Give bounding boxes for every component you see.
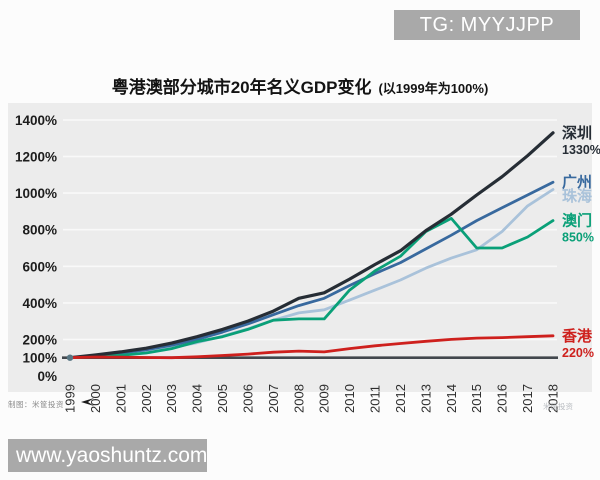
website-watermark: www.yaoshuntz.com [8,439,207,472]
x-tick-label: 2015 [469,384,484,413]
x-tick-label: 2008 [291,384,306,413]
mouse-cursor-icon [81,398,94,406]
x-tick-label: 2005 [215,384,230,413]
series-label-guangzhou: 广州 [562,173,592,191]
x-tick-label: 2003 [164,384,179,413]
y-tick-label: 200% [22,332,57,347]
chart-title-subtitle: (以1999年为100%) [378,81,489,96]
faint-watermark: 米筐投资 [543,402,573,411]
series-label-zhuhai: 珠海 [562,187,592,205]
series-label-macau: 澳门 [562,212,592,230]
telegram-watermark: TG: MYYJJPP [394,10,580,40]
x-tick-label: 2006 [240,384,255,413]
y-tick-label: 1200% [15,150,57,165]
x-tick-label: 2012 [393,384,408,413]
x-tick-label: 2004 [190,384,205,413]
series-label-hongkong: 香港 [562,327,593,345]
x-tick-label: 2010 [342,384,357,413]
chart-credit: 制图：米筐投资 [8,400,64,409]
chart-title: 粤港澳部分城市20年名义GDP变化 (以1999年为100%) [0,73,600,98]
x-tick-label: 2018 [546,384,561,413]
series-value-hongkong: 220% [562,346,594,360]
line-macau [68,216,555,360]
x-tick-label: 2017 [520,384,535,413]
series-value-macau: 850% [562,231,594,245]
x-tick-label: 2014 [444,384,459,413]
y-tick-label: 400% [22,296,57,311]
x-tick-label: 2001 [113,384,128,413]
x-tick-label: 2013 [418,384,433,413]
x-tick-label: 2007 [266,384,281,413]
y-tick-label: 800% [22,223,57,238]
x-tick-label: 2016 [495,384,510,413]
y-tick-label: 100% [22,351,57,366]
chart-title-main: 粤港澳部分城市20年名义GDP变化 [111,78,372,97]
website-watermark-text: www.yaoshuntz.com [16,443,208,467]
line-hongkong [68,334,555,360]
series-label-shenzhen: 深圳 [562,124,592,142]
start-marker [66,354,74,361]
x-tick-label: 2009 [317,384,332,413]
y-tick-label: 1400% [15,113,57,128]
y-tick-label: 0% [37,369,57,384]
y-tick-label: 1000% [15,186,57,201]
telegram-watermark-text: TG: MYYJJPP [419,13,555,36]
x-tick-label: 2000 [88,384,103,413]
y-tick-label: 600% [22,259,57,274]
x-tick-label: 1999 [63,384,78,413]
series-value-shenzhen: 1330% [562,143,600,157]
line-shenzhen [68,131,555,360]
x-tick-label: 2002 [139,384,154,413]
x-tick-label: 2011 [368,385,383,413]
